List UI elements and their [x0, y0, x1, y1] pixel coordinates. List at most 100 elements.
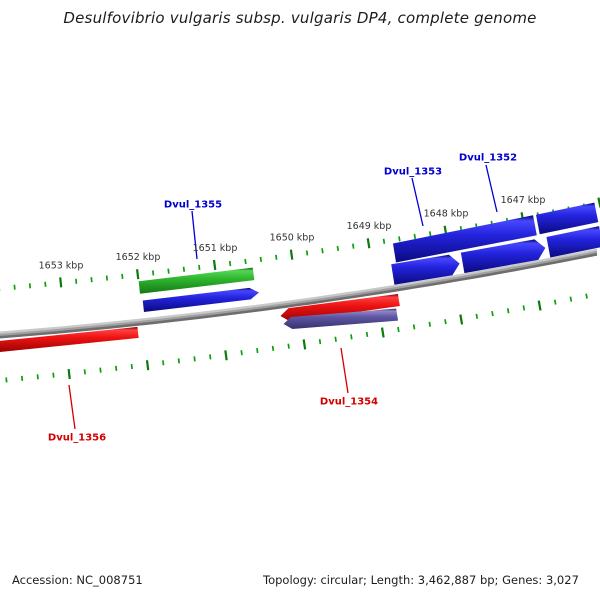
ruler-tick — [352, 243, 355, 249]
gene-label[interactable]: Dvul_1354 — [320, 397, 378, 408]
ruler-tick — [167, 268, 170, 274]
backbone-line — [0, 250, 598, 337]
accession-text: Accession: NC_008751 — [12, 573, 143, 587]
ruler-tick — [75, 278, 78, 284]
ruler-tick — [228, 260, 232, 267]
ruler-tick — [99, 367, 102, 373]
gene-arrow[interactable] — [460, 239, 546, 274]
map-title: Desulfovibrio vulgaris subsp. vulgaris D… — [63, 9, 537, 27]
gene-arrow[interactable] — [391, 254, 460, 285]
label-leader — [340, 347, 349, 394]
position-label: 1652 kbp — [116, 252, 161, 263]
ruler-tick — [244, 258, 247, 265]
position-label: 1653 kbp — [39, 260, 84, 271]
ruler-tick — [130, 363, 133, 370]
topology-text: Topology: circular; Length: 3,462,887 bp… — [263, 573, 579, 587]
ruler-tick — [397, 326, 400, 333]
ruler-tick — [475, 313, 479, 319]
ruler-tick — [334, 336, 337, 342]
gene-label[interactable]: Dvul_1356 — [48, 433, 106, 444]
ruler-tick — [413, 233, 417, 239]
label-leader — [191, 210, 198, 260]
ruler-tick — [289, 249, 294, 260]
ruler-tick — [105, 275, 109, 281]
position-labels: 1653 kbp 1652 kbp 1651 kbp 1650 kbp 1649 kbp… — [39, 195, 546, 271]
ruler-tick — [151, 270, 155, 276]
ruler-tick — [162, 360, 165, 366]
ruler-tick — [115, 365, 118, 371]
ruler-tick — [198, 264, 201, 270]
ruler-tick — [275, 254, 278, 260]
ruler-tick — [83, 369, 86, 375]
ruler-tick — [177, 358, 181, 364]
ruler-tick — [240, 350, 243, 356]
ruler-tick — [209, 354, 212, 360]
ruler-tick — [36, 374, 39, 380]
label-leader — [68, 384, 76, 430]
ruler-tick — [428, 321, 432, 327]
genome-ruler-lower — [5, 293, 588, 383]
gene-arrow[interactable] — [536, 202, 599, 235]
gene-arrow[interactable] — [392, 215, 537, 263]
gene-label[interactable]: Dvul_1352 — [459, 153, 517, 164]
ruler-tick — [491, 310, 494, 317]
backbone-line — [0, 253, 598, 339]
ruler-tick — [350, 334, 353, 340]
ruler-tick — [121, 273, 124, 279]
ruler-tick — [522, 305, 526, 311]
label-leader — [485, 164, 498, 213]
ruler-tick — [136, 269, 140, 280]
gene-arrow[interactable] — [138, 267, 255, 294]
gene-arrow[interactable] — [280, 293, 400, 322]
ruler-tick — [412, 324, 416, 330]
position-label: 1649 kbp — [347, 221, 392, 232]
gene-features — [0, 202, 600, 353]
ruler-tick — [271, 345, 275, 351]
gene-label[interactable]: Dvul_1355 — [164, 200, 222, 211]
ruler-tick — [182, 266, 186, 272]
ruler-tick — [366, 238, 371, 249]
ruler-tick — [256, 347, 259, 354]
ruler-tick — [569, 296, 573, 302]
gene-labels: Dvul_1355 Dvul_1353 Dvul_1352 Dvul_1354 Dvul… — [48, 153, 517, 444]
ruler-tick — [90, 277, 93, 283]
ruler-tick — [305, 250, 309, 256]
ruler-tick — [193, 356, 196, 362]
ruler-tick — [506, 308, 510, 314]
ruler-tick — [287, 343, 290, 349]
gene-arrow[interactable] — [283, 308, 399, 329]
position-label: 1651 kbp — [193, 243, 238, 254]
gene-label[interactable]: Dvul_1353 — [384, 167, 442, 178]
ruler-tick — [459, 314, 464, 325]
ruler-tick — [302, 339, 307, 350]
ruler-tick — [428, 231, 432, 237]
ruler-tick — [382, 238, 386, 244]
gene-arrow[interactable] — [142, 287, 259, 313]
ruler-tick — [537, 300, 542, 311]
ruler-tick — [67, 368, 71, 380]
ruler-tick — [59, 277, 63, 288]
ruler-tick — [597, 197, 600, 208]
position-label: 1650 kbp — [270, 233, 315, 244]
label-leader — [411, 177, 424, 227]
ruler-tick — [318, 338, 322, 345]
position-label: 1648 kbp — [424, 209, 469, 220]
ruler-tick — [336, 245, 340, 252]
ruler-tick — [380, 327, 385, 338]
ruler-tick — [321, 248, 324, 254]
ruler-tick — [52, 372, 55, 378]
ruler-tick — [212, 259, 217, 271]
position-label: 1647 kbp — [501, 195, 546, 206]
ruler-tick — [585, 293, 588, 299]
gene-arrow[interactable] — [546, 226, 600, 258]
ruler-tick — [365, 331, 369, 338]
label-leader-lines — [68, 164, 498, 430]
backbone — [0, 248, 598, 339]
gene-arrow[interactable] — [0, 326, 139, 353]
ruler-tick — [224, 350, 228, 361]
ruler-tick — [398, 236, 401, 242]
ruler-tick — [145, 360, 150, 371]
backbone-line — [0, 248, 598, 335]
